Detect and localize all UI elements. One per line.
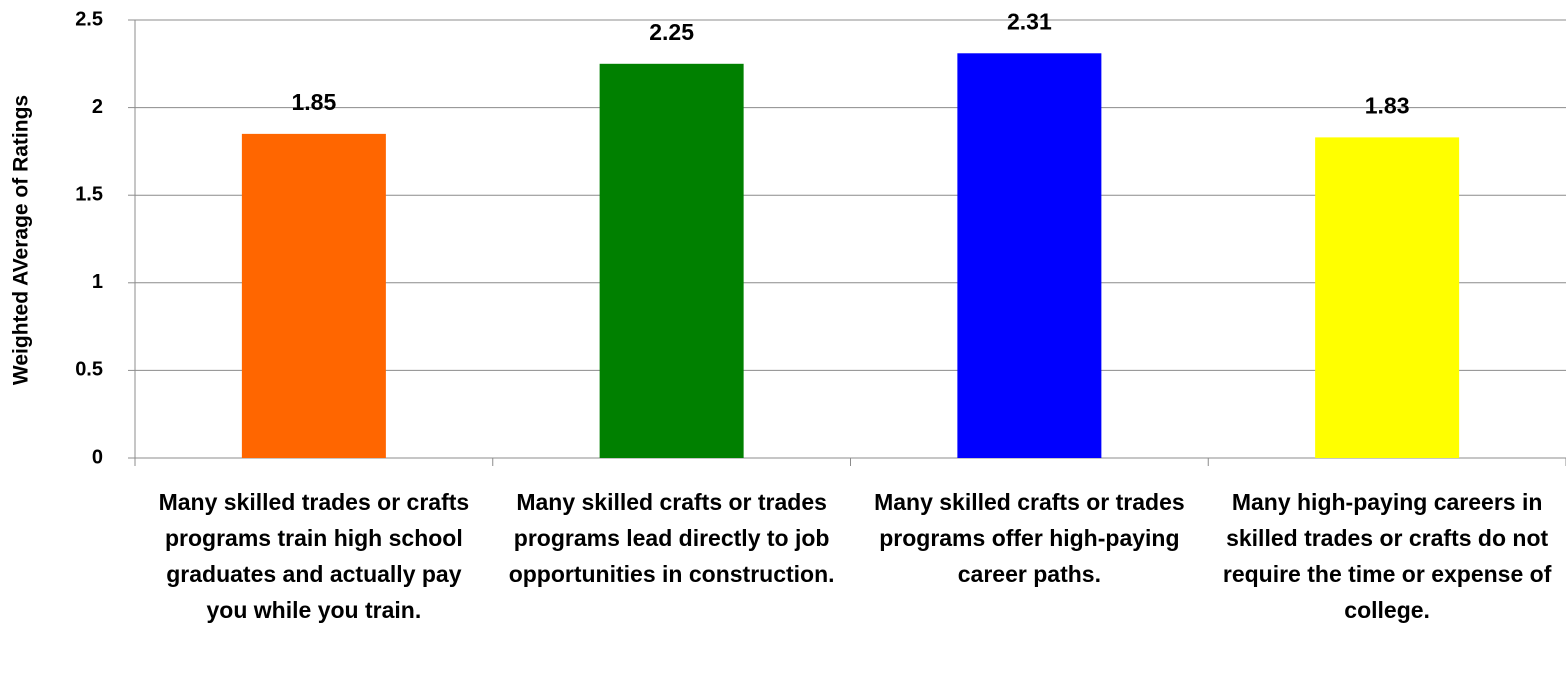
x-tick-label: Many skilled crafts or trades programs o… <box>874 489 1185 587</box>
x-tick-label: Many high-paying careers in skilled trad… <box>1222 489 1552 623</box>
y-tick-label: 2.5 <box>75 8 103 30</box>
y-tick-label: 1 <box>92 271 103 293</box>
y-tick-label: 0 <box>92 446 103 468</box>
y-axis-label: Weighted AVerage of Ratings <box>10 95 33 385</box>
y-tick-label: 2 <box>92 96 103 118</box>
data-label: 1.85 <box>291 89 336 115</box>
data-label: 2.25 <box>649 19 694 45</box>
x-tick-label: Many skilled crafts or trades programs l… <box>508 489 835 587</box>
data-label: 1.83 <box>1365 92 1410 118</box>
bar <box>957 53 1102 459</box>
data-label: 2.31 <box>1007 8 1052 34</box>
y-tick-label: 0.5 <box>75 359 103 381</box>
bar <box>1315 137 1460 458</box>
bar <box>599 63 744 459</box>
x-tick-label: Many skilled trades or crafts programs t… <box>158 489 470 623</box>
bar <box>241 133 386 458</box>
y-tick-label: 1.5 <box>75 183 103 205</box>
